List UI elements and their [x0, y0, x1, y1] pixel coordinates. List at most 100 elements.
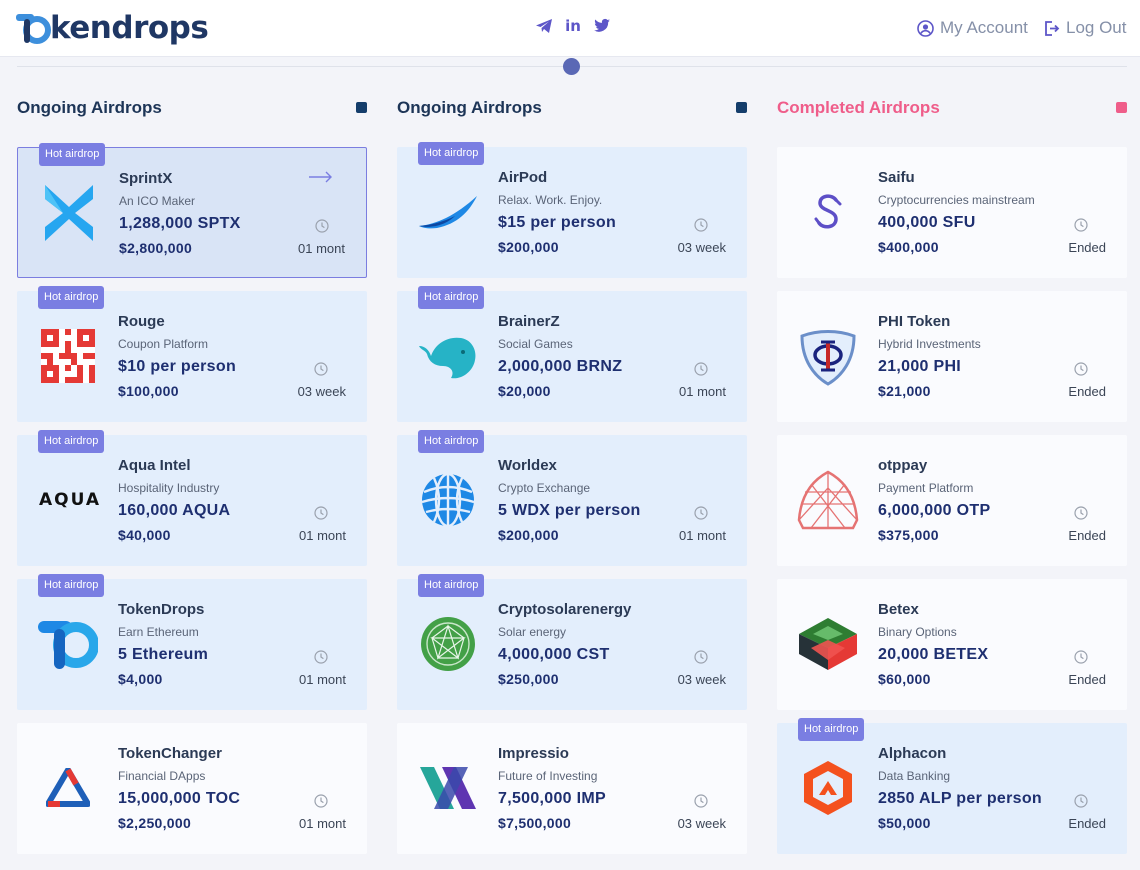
hot-airdrop-badge: Hot airdrop [418, 430, 485, 453]
phi-token-shield-logo-icon [797, 323, 859, 389]
column-marker [736, 102, 747, 113]
cryptosolarenergy-logo-icon [417, 611, 479, 677]
brand-logo[interactable]: kendrops [16, 8, 209, 48]
hot-airdrop-badge: Hot airdrop [798, 718, 865, 741]
airdrop-card-impressio[interactable]: Impressio Future of Investing 7,500,000 … [397, 723, 747, 854]
airdrop-value: $4,000 [118, 671, 163, 687]
column-title: Ongoing Airdrops [17, 98, 162, 117]
airdrop-time: Ended [1068, 240, 1106, 255]
airdrop-tagline: Hybrid Investments [878, 337, 981, 351]
my-account-link[interactable]: My Account [917, 18, 1028, 38]
airdrop-name: otppay [878, 457, 928, 474]
airdrop-value: $40,000 [118, 527, 171, 543]
airdrop-card-otppay[interactable]: otppay Payment Platform 6,000,000 OTP $3… [777, 435, 1127, 566]
airdrop-time: Ended [1068, 672, 1106, 687]
airdrop-card-cryptosolarenergy[interactable]: Hot airdrop Cryptosolarenergy Solar ener… [397, 574, 747, 710]
airdrop-name: SprintX [119, 170, 173, 187]
airdrop-time: 03 week [677, 816, 726, 831]
column-title: Completed Airdrops [777, 98, 940, 117]
airdrop-card-tokenchanger[interactable]: TokenChanger Financial DApps 15,000,000 … [17, 723, 367, 854]
airdrop-card-aqua-intel[interactable]: Hot airdrop AQUA Aqua Intel Hospitality … [17, 430, 367, 566]
hot-airdrop-badge: Hot airdrop [418, 142, 485, 165]
airdrop-card-worldex[interactable]: Hot airdrop Worldex Crypto Exchange 5 WD… [397, 430, 747, 566]
column-ongoing-1: Ongoing Airdrops Hot airdrop SprintX An … [17, 92, 367, 854]
rouge-qr-logo-icon [37, 323, 99, 389]
airdrop-time: 01 mont [679, 384, 726, 399]
airdrop-time: 01 mont [299, 528, 346, 543]
airdrop-time: 03 week [677, 672, 726, 687]
airdrop-name: Betex [878, 601, 919, 618]
airdrop-tagline: Solar energy [498, 625, 567, 639]
clock-icon [314, 794, 328, 808]
airdrop-amount: 160,000 AQUA [118, 502, 231, 519]
airdrop-value: $60,000 [878, 671, 931, 687]
airdrop-amount: 21,000 PHI [878, 358, 962, 375]
tokendrops-logo-icon [37, 611, 99, 677]
airdrop-card-airpod[interactable]: Hot airdrop AirPod Relax. Work. Enjoy. $… [397, 142, 747, 278]
arrow-right-icon[interactable] [308, 170, 334, 184]
airdrop-amount: 1,288,000 SPTX [119, 215, 241, 232]
airdrop-name: TokenDrops [118, 601, 205, 618]
airdrop-name: PHI Token [878, 313, 951, 330]
clock-icon [694, 362, 708, 376]
clock-icon [315, 219, 329, 233]
clock-icon [1074, 218, 1088, 232]
clock-icon [314, 650, 328, 664]
logout-label: Log Out [1066, 18, 1127, 37]
hot-airdrop-badge: Hot airdrop [39, 143, 106, 166]
column-marker [1116, 102, 1127, 113]
airdrop-amount: 5 WDX per person [498, 502, 641, 519]
saifu-logo-icon [797, 179, 859, 245]
airdrop-card-rouge[interactable]: Hot airdrop Rouge Coupon Platform $10 pe… [17, 286, 367, 422]
column-header: Ongoing Airdrops [397, 92, 747, 124]
hot-airdrop-badge: Hot airdrop [418, 286, 485, 309]
aqua-logo-text: AQUA [38, 490, 102, 510]
airdrop-tagline: Coupon Platform [118, 337, 209, 351]
airdrop-amount: $15 per person [498, 214, 617, 231]
column-header: Ongoing Airdrops [17, 92, 367, 124]
twitter-icon[interactable] [593, 17, 611, 35]
airdrop-card-phi-token[interactable]: PHI Token Hybrid Investments 21,000 PHI … [777, 291, 1127, 422]
airdrop-value: $2,800,000 [119, 240, 193, 256]
hot-airdrop-badge: Hot airdrop [38, 430, 105, 453]
airdrop-amount: 4,000,000 CST [498, 646, 610, 663]
airdrop-time: 03 week [677, 240, 726, 255]
tokenchanger-logo-icon [37, 755, 99, 821]
airdrop-tagline: Relax. Work. Enjoy. [498, 193, 603, 207]
airdrop-card-betex[interactable]: Betex Binary Options 20,000 BETEX $60,00… [777, 579, 1127, 710]
clock-icon [1074, 362, 1088, 376]
airdrop-card-tokendrops[interactable]: Hot airdrop TokenDrops Earn Ethereum 5 E… [17, 574, 367, 710]
airdrop-value: $200,000 [498, 527, 559, 543]
clock-icon [1074, 506, 1088, 520]
top-navbar: kendrops in My Account Log Out [0, 0, 1140, 57]
airdrop-value: $250,000 [498, 671, 559, 687]
airdrop-amount: 2850 ALP per person [878, 790, 1042, 807]
airdrop-time: Ended [1068, 528, 1106, 543]
airdrop-time: 01 mont [298, 241, 345, 256]
airdrop-name: Impressio [498, 745, 569, 762]
airdrop-tagline: Data Banking [878, 769, 951, 783]
airdrop-card-sprintx[interactable]: Hot airdrop SprintX An ICO Maker 1,288,0… [17, 143, 367, 278]
linkedin-icon[interactable]: in [565, 17, 581, 35]
logout-link[interactable]: Log Out [1043, 18, 1127, 38]
airdrop-card-saifu[interactable]: Saifu Cryptocurrencies mainstream 400,00… [777, 147, 1127, 278]
airdrop-value: $20,000 [498, 383, 551, 399]
airdrop-value: $100,000 [118, 383, 179, 399]
hot-airdrop-badge: Hot airdrop [38, 286, 105, 309]
logout-icon [1045, 20, 1060, 36]
tokendrops-logo-icon [16, 14, 51, 44]
airdrop-tagline: Hospitality Industry [118, 481, 220, 495]
airdrop-amount: 7,500,000 IMP [498, 790, 606, 807]
airdrop-card-alphacon[interactable]: Hot airdrop Alphacon Data Banking 2850 A… [777, 718, 1127, 854]
airdrop-card-brainerz[interactable]: Hot airdrop BrainerZ Social Games 2,000,… [397, 286, 747, 422]
airdrop-tagline: Payment Platform [878, 481, 974, 495]
airdrop-time: 01 mont [299, 672, 346, 687]
otppay-logo-icon [797, 467, 859, 533]
airdrop-value: $375,000 [878, 527, 939, 543]
telegram-icon[interactable] [535, 17, 553, 35]
column-title: Ongoing Airdrops [397, 98, 542, 117]
airdrop-name: Rouge [118, 313, 165, 330]
clock-icon [694, 650, 708, 664]
airdrop-value: $50,000 [878, 815, 931, 831]
column-marker [356, 102, 367, 113]
